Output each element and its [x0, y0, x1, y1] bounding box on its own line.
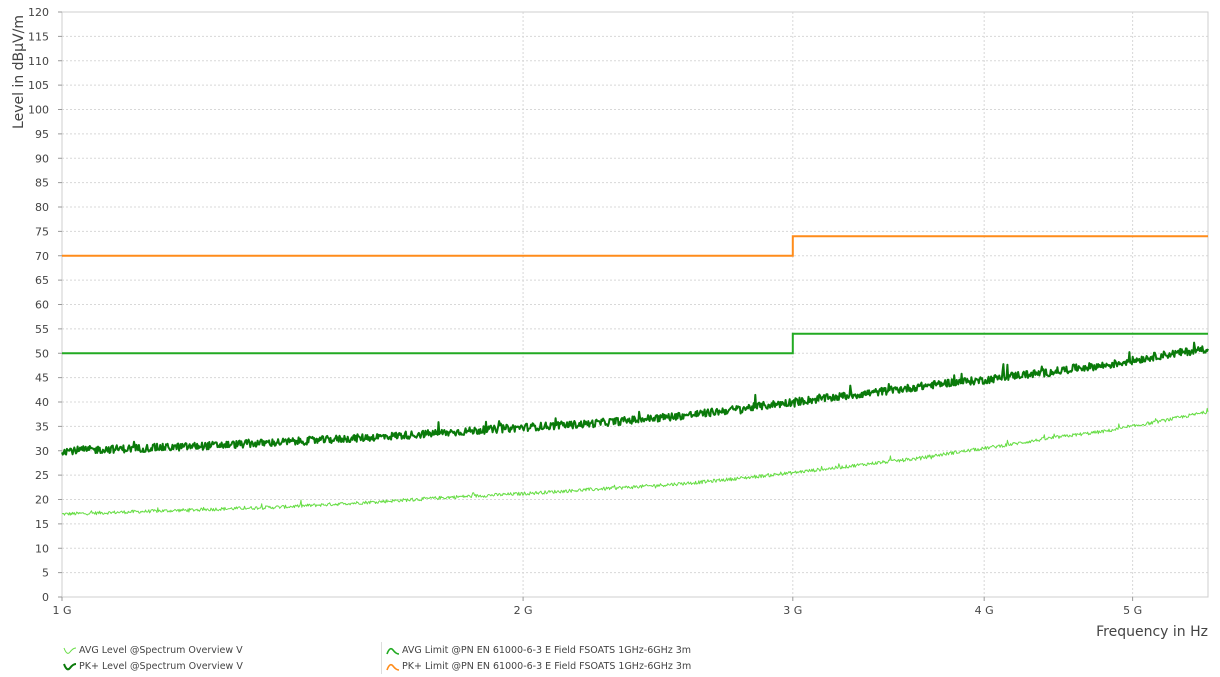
y-tick-label: 30 — [35, 445, 49, 458]
y-tick-label: 15 — [35, 518, 49, 531]
y-tick-label: 50 — [35, 347, 49, 360]
legend-item-pk-level: PK+ Level @Spectrum Overview V — [63, 661, 243, 672]
legend-item-avg-level: AVG Level @Spectrum Overview V — [63, 645, 243, 656]
legend-swatch-pk-level-icon — [63, 662, 77, 670]
legend-item-pk-limit: PK+ Limit @PN EN 61000-6-3 E Field FSOAT… — [386, 661, 691, 672]
series-line-0 — [62, 407, 1209, 516]
y-axis-title: Level in dBµV/m — [11, 15, 27, 129]
y-tick-label: 45 — [35, 372, 49, 385]
legend-label-avg-limit: AVG Limit @PN EN 61000-6-3 E Field FSOAT… — [402, 645, 692, 656]
x-tick-label: 2 G — [514, 604, 533, 617]
y-tick-label: 65 — [35, 274, 49, 287]
y-tick-label: 95 — [35, 128, 49, 141]
y-tick-label: 85 — [35, 177, 49, 190]
y-tick-label: 110 — [28, 55, 49, 68]
legend-swatch-pk-limit-icon — [386, 663, 400, 671]
legend-swatch-avg-limit-icon — [386, 647, 400, 655]
legend-label-pk-level: PK+ Level @Spectrum Overview V — [79, 661, 243, 672]
x-tick-label: 4 G — [975, 604, 994, 617]
series-line-3 — [62, 235, 1208, 257]
y-tick-label: 5 — [42, 567, 49, 580]
x-axis-title: Frequency in Hz — [1096, 624, 1208, 640]
y-tick-label: 100 — [28, 104, 49, 117]
legend-label-avg-level: AVG Level @Spectrum Overview V — [79, 645, 243, 656]
y-tick-label: 35 — [35, 420, 49, 433]
y-tick-label: 55 — [35, 323, 49, 336]
series-layer — [61, 235, 1209, 516]
x-tick-label: 3 G — [783, 604, 802, 617]
y-tick-label: 80 — [35, 201, 49, 214]
y-tick-label: 120 — [28, 6, 49, 19]
y-tick-label: 60 — [35, 299, 49, 312]
y-tick-label: 10 — [35, 542, 49, 555]
y-tick-label: 0 — [42, 591, 49, 604]
y-tick-label: 105 — [28, 79, 49, 92]
y-tick-label: 70 — [35, 250, 49, 263]
x-tick-label: 1 G — [52, 604, 71, 617]
y-tick-label: 25 — [35, 469, 49, 482]
legend-item-avg-limit: AVG Limit @PN EN 61000-6-3 E Field FSOAT… — [386, 645, 691, 656]
y-tick-label: 40 — [35, 396, 49, 409]
y-tick-label: 90 — [35, 152, 49, 165]
x-tick-label: 5 G — [1123, 604, 1142, 617]
y-tick-label: 75 — [35, 225, 49, 238]
axes: 0 5 10 15 20 25 30 35 40 45 50 55 60 65 70 75 80 85 90 95 10… — [28, 6, 1209, 617]
y-tick-label: 20 — [35, 494, 49, 507]
legend-label-pk-limit: PK+ Limit @PN EN 61000-6-3 E Field FSOAT… — [402, 661, 692, 672]
legend-divider — [381, 642, 382, 674]
legend-swatch-avg-level-icon — [63, 647, 77, 654]
series-line-2 — [62, 332, 1208, 355]
y-tick-label: 115 — [28, 30, 49, 43]
series-line-1 — [61, 341, 1209, 456]
